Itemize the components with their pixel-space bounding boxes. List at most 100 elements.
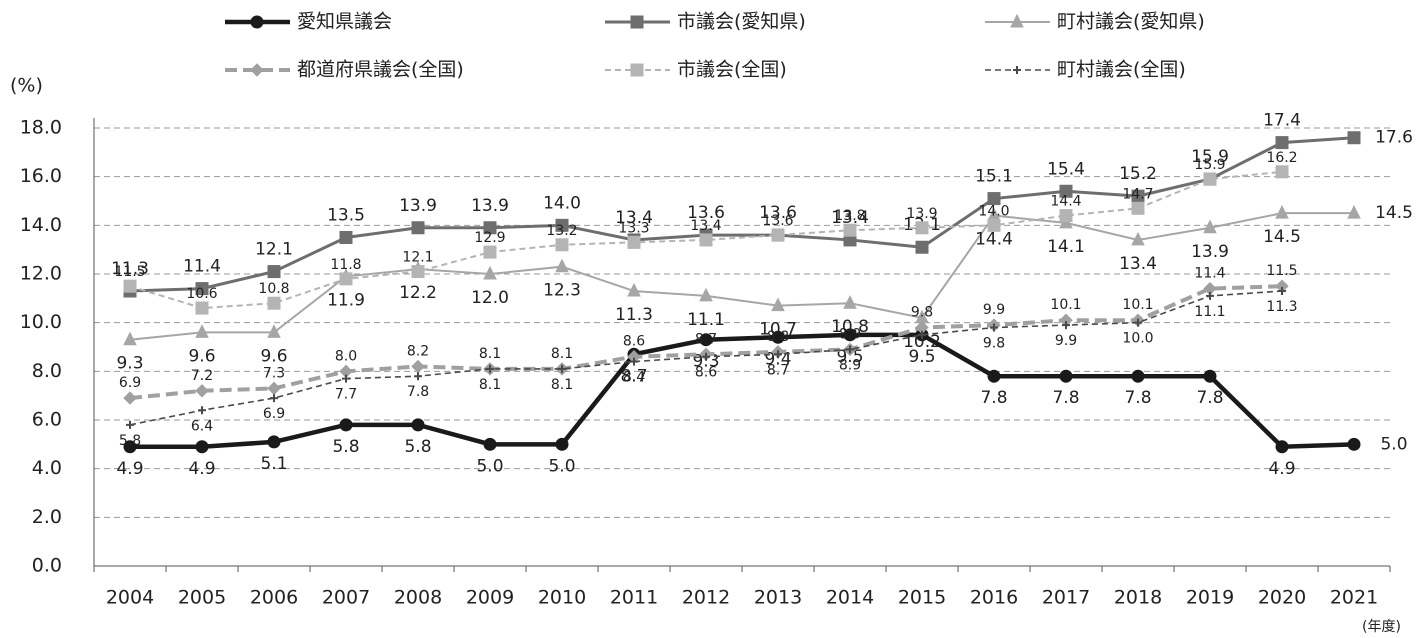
data-label: 8.7 (767, 362, 789, 378)
data-label: 15.9 (1194, 157, 1225, 173)
data-point (702, 352, 710, 361)
data-label: 14.0 (543, 193, 581, 213)
data-label: 6.4 (191, 418, 213, 434)
data-point (1278, 287, 1286, 296)
data-point (483, 245, 497, 259)
data-label: 8.6 (623, 334, 645, 350)
data-point (1059, 369, 1073, 383)
y-tick-label: 10.0 (20, 311, 62, 333)
data-label: 14.5 (1375, 203, 1413, 223)
data-point (1062, 321, 1070, 330)
data-label: 8.6 (695, 365, 717, 381)
data-point (483, 221, 497, 235)
data-label: 5.8 (404, 437, 431, 457)
legend-marker (630, 15, 644, 29)
data-point (1059, 209, 1073, 223)
data-label: 5.0 (476, 456, 503, 476)
data-label: 9.9 (1055, 333, 1077, 349)
data-label: 13.4 (1119, 254, 1157, 274)
data-label: 14.4 (975, 230, 1013, 250)
data-label: 5.0 (548, 456, 575, 476)
series-line (129, 170, 1283, 310)
data-point (915, 240, 929, 254)
data-point (195, 440, 209, 454)
data-label: 12.9 (474, 230, 505, 246)
x-tick-label: 2018 (1114, 587, 1162, 609)
data-label: 8.1 (551, 377, 573, 393)
series-line (129, 136, 1355, 293)
data-label: 11.5 (114, 264, 145, 280)
data-label: 7.7 (335, 387, 357, 403)
data-point (1275, 440, 1289, 454)
data-point (1134, 318, 1142, 327)
data-label: 7.8 (980, 388, 1007, 408)
data-label: 10.7 (759, 320, 797, 340)
data-label: 9.5 (908, 347, 935, 367)
data-label: 8.1 (551, 346, 573, 362)
data-label: 11.1 (687, 310, 725, 330)
legend-marker (250, 15, 264, 29)
data-point (411, 359, 425, 374)
legend-label: 愛知県議会 (297, 11, 392, 33)
data-point (267, 381, 281, 396)
data-label: 5.1 (260, 454, 287, 474)
data-point (411, 221, 425, 235)
data-point (1131, 369, 1145, 383)
data-label: 6.9 (263, 406, 285, 422)
legend-label: 市議会(愛知県) (677, 11, 806, 33)
data-label: 11.3 (1266, 299, 1297, 315)
x-tick-label: 2020 (1258, 587, 1306, 609)
data-label: 15.9 (1191, 147, 1229, 167)
data-label: 7.2 (191, 368, 213, 384)
data-label: 4.9 (116, 459, 143, 479)
data-point (267, 324, 281, 338)
data-point (483, 265, 497, 280)
data-label: 7.3 (263, 365, 285, 381)
data-label: 5.8 (332, 437, 359, 457)
data-point (123, 279, 137, 293)
data-label: 13.8 (834, 208, 865, 224)
data-label: 11.5 (1266, 263, 1297, 279)
data-point (486, 364, 494, 373)
data-point (987, 192, 1001, 206)
y-axis-label: (%) (10, 75, 43, 97)
data-point (843, 295, 857, 309)
x-tick-label: 2014 (826, 587, 874, 609)
data-point (126, 420, 134, 429)
data-label: 12.0 (471, 288, 509, 308)
data-label: 7.8 (1124, 388, 1151, 408)
data-label: 11.9 (327, 290, 365, 310)
data-point (627, 235, 641, 249)
data-label: 13.9 (471, 196, 509, 216)
data-label: 10.8 (258, 281, 289, 297)
data-point (558, 364, 566, 373)
data-label: 12.1 (402, 250, 433, 266)
x-tick-label: 2012 (682, 587, 730, 609)
data-point (1347, 437, 1361, 451)
x-tick-label: 2004 (106, 587, 154, 609)
data-point (846, 345, 854, 354)
data-label: 13.4 (831, 208, 869, 228)
x-tick-label: 2016 (970, 587, 1018, 609)
y-tick-label: 2.0 (32, 506, 62, 528)
x-tick-label: 2019 (1186, 587, 1234, 609)
x-tick-label: 2006 (250, 587, 298, 609)
data-point (627, 282, 641, 297)
data-point (915, 221, 929, 235)
y-tick-label: 4.0 (32, 457, 62, 479)
data-label: 13.9 (906, 206, 937, 222)
y-tick-label: 16.0 (20, 165, 62, 187)
y-tick-label: 12.0 (20, 263, 62, 285)
data-point (555, 218, 569, 232)
data-point (267, 296, 281, 310)
data-point (1347, 131, 1361, 145)
legend-label: 町村議会(愛知県) (1057, 11, 1205, 33)
data-label: 9.5 (836, 347, 863, 367)
data-label: 9.9 (983, 302, 1005, 318)
data-point (411, 265, 425, 279)
data-label: 11.8 (330, 257, 361, 273)
data-point (483, 437, 497, 451)
data-label: 9.8 (983, 336, 1005, 352)
data-label: 9.6 (260, 346, 287, 366)
